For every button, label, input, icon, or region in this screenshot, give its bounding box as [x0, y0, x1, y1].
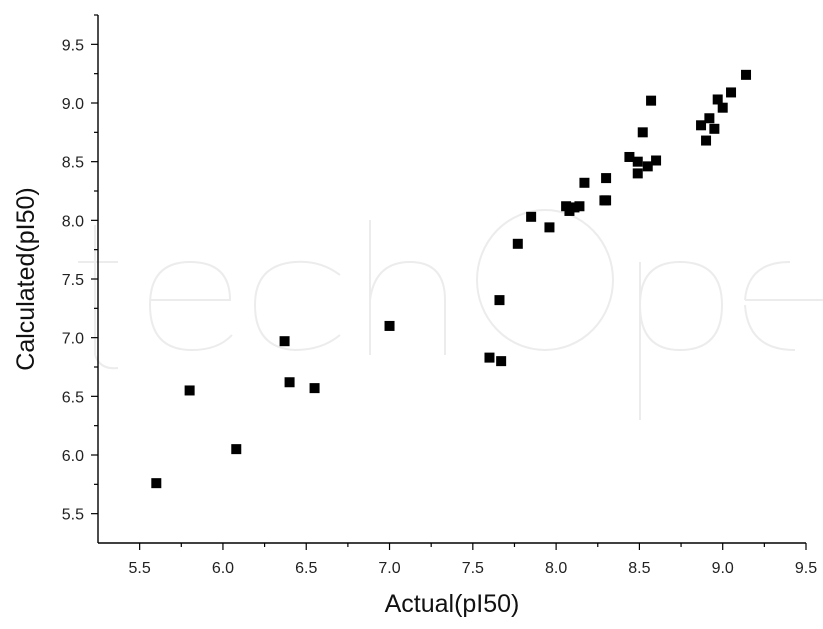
data-point [601, 195, 612, 206]
watermark [78, 209, 823, 420]
data-point [309, 383, 320, 394]
data-points [151, 69, 752, 489]
y-tick-label: 7.5 [62, 272, 84, 289]
x-tick-label: 9.0 [712, 560, 734, 577]
data-point [632, 168, 643, 179]
data-point [151, 478, 162, 489]
data-point [231, 444, 242, 455]
data-point [696, 120, 707, 131]
data-point [709, 123, 720, 134]
data-point [544, 222, 555, 233]
data-point [601, 173, 612, 184]
x-tick-label: 6.0 [212, 560, 234, 577]
data-point [632, 156, 643, 167]
data-point [651, 155, 662, 166]
y-tick-label: 8.0 [62, 213, 84, 230]
y-ticks [91, 14, 98, 515]
data-point [494, 295, 505, 306]
y-tick-labels: 5.5 6.0 6.5 7.0 7.5 8.0 8.5 9.0 9.5 [62, 37, 84, 523]
y-tick-label: 6.0 [62, 448, 84, 465]
data-point [646, 95, 657, 106]
data-point [279, 336, 290, 347]
data-point [741, 69, 752, 80]
data-point [637, 127, 648, 138]
data-point [574, 201, 585, 212]
data-point [484, 352, 495, 363]
y-tick-label: 5.5 [62, 507, 84, 524]
y-tick-label: 9.5 [62, 37, 84, 54]
data-point [496, 356, 507, 367]
x-tick-label: 8.0 [545, 560, 567, 577]
x-tick-label: 7.0 [378, 560, 400, 577]
x-tick-label: 7.5 [462, 560, 484, 577]
data-point [384, 320, 395, 331]
data-point [642, 161, 653, 172]
data-point [701, 135, 712, 146]
data-point [579, 177, 590, 188]
data-point [184, 385, 195, 396]
data-point [284, 377, 295, 388]
x-axis-title: Actual(pI50) [385, 590, 520, 618]
x-tick-label: 9.5 [795, 560, 817, 577]
data-point [512, 238, 523, 249]
x-tick-label: 5.5 [129, 560, 151, 577]
x-tick-label: 6.5 [295, 560, 317, 577]
y-tick-label: 6.5 [62, 389, 84, 406]
data-point [717, 102, 728, 113]
y-tick-label: 9.0 [62, 96, 84, 113]
data-point [712, 94, 723, 105]
y-tick-label: 8.5 [62, 155, 84, 172]
x-ticks [139, 543, 807, 550]
data-point [704, 113, 715, 124]
data-point [624, 151, 635, 162]
x-tick-labels: 5.5 6.0 6.5 7.0 7.5 8.0 8.5 9.0 9.5 [129, 560, 818, 577]
data-point [726, 87, 737, 98]
y-axis-title: Calculated(pI50) [12, 187, 40, 370]
data-point [526, 211, 537, 222]
y-tick-label: 7.0 [62, 331, 84, 348]
x-tick-label: 8.5 [628, 560, 650, 577]
